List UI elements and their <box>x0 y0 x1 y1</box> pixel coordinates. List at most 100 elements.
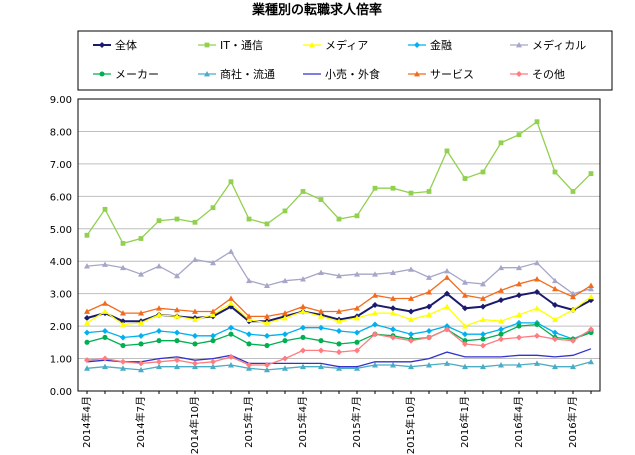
data-point <box>138 310 144 316</box>
data-point <box>84 329 90 336</box>
x-tick-label: 2016年1月 <box>458 396 471 448</box>
data-point <box>84 357 90 364</box>
data-point <box>84 308 90 314</box>
data-point <box>318 363 324 370</box>
data-point <box>462 323 468 329</box>
series-6 <box>84 358 594 373</box>
data-point <box>588 293 594 300</box>
data-point <box>534 332 540 339</box>
data-point <box>156 305 162 311</box>
data-point <box>309 42 315 48</box>
data-point <box>300 363 306 370</box>
data-point <box>318 269 324 275</box>
data-point <box>354 365 360 371</box>
data-point <box>102 363 108 370</box>
data-point <box>516 132 522 138</box>
data-point <box>498 264 504 271</box>
legend-item-5: メーカー <box>93 68 159 81</box>
data-point <box>354 339 360 345</box>
data-point <box>390 362 396 368</box>
data-point <box>282 208 288 214</box>
data-point <box>444 326 450 333</box>
data-point <box>390 295 396 301</box>
legend-label: IT・通信 <box>220 39 263 52</box>
data-point <box>372 310 378 316</box>
data-point <box>210 308 216 314</box>
data-point <box>84 263 90 269</box>
data-point <box>426 334 432 341</box>
data-point <box>480 331 486 338</box>
legend-item-2: メディア <box>303 38 368 52</box>
data-point <box>318 313 324 319</box>
data-point <box>210 205 216 211</box>
y-tick-label: 6.00 <box>50 192 72 203</box>
series-3 <box>84 319 594 343</box>
data-point <box>336 327 342 334</box>
data-point <box>228 324 234 331</box>
data-point <box>192 308 198 314</box>
data-point <box>174 306 180 313</box>
x-axis: 2014年4月 2014年7月 2014年10月 2015年1月 2015年4月 2015… <box>80 391 592 454</box>
data-point <box>516 280 522 287</box>
data-point <box>588 171 594 177</box>
data-point <box>138 271 144 277</box>
data-point <box>120 358 126 365</box>
data-point <box>138 366 144 373</box>
data-point <box>210 259 216 266</box>
data-point <box>336 272 342 279</box>
data-point <box>156 327 162 334</box>
data-point <box>300 276 306 282</box>
data-point <box>282 338 288 344</box>
data-point <box>462 292 468 298</box>
data-point <box>408 316 414 323</box>
data-point <box>210 332 216 339</box>
y-tick-label: 3.00 <box>50 290 72 301</box>
data-point <box>570 293 576 300</box>
gridlines <box>77 98 601 392</box>
data-point <box>426 189 432 194</box>
legend-item-0: 全体 <box>93 38 137 52</box>
data-point <box>516 323 522 329</box>
data-point <box>246 316 252 323</box>
legend-label: 金融 <box>430 38 452 52</box>
data-point <box>552 316 558 323</box>
data-point <box>372 331 378 338</box>
data-point <box>336 349 342 356</box>
data-point <box>444 267 450 274</box>
data-point <box>228 331 234 337</box>
data-point <box>408 337 414 344</box>
data-point <box>552 169 558 175</box>
y-tick-label: 1.00 <box>50 355 72 366</box>
y-axis: 0.00 1.00 2.00 3.00 4.00 5.00 6.00 7.00 8.00 9.00 <box>50 95 72 398</box>
data-point <box>120 343 126 349</box>
data-point <box>174 338 180 344</box>
data-point <box>480 280 486 287</box>
data-point <box>354 347 360 354</box>
x-tick-label: 2015年7月 <box>350 396 363 448</box>
legend-item-4: メディカル <box>510 38 586 52</box>
data-point <box>414 42 420 48</box>
x-tick-label: 2014年4月 <box>80 396 93 448</box>
data-point <box>120 321 126 327</box>
data-point <box>480 336 486 342</box>
legend-item-8: サービス <box>408 68 474 81</box>
data-point <box>228 295 234 301</box>
chart-title: 業種別の転職求人倍率 <box>251 2 382 18</box>
data-point <box>84 232 90 238</box>
data-point <box>264 319 270 326</box>
data-point <box>282 331 288 338</box>
data-point <box>354 305 360 311</box>
data-point <box>516 264 522 271</box>
data-point <box>282 365 288 371</box>
data-point <box>156 263 162 269</box>
data-point <box>336 308 342 314</box>
data-point <box>354 213 360 219</box>
data-point <box>408 308 414 315</box>
data-point <box>174 329 180 336</box>
data-point <box>390 310 396 316</box>
data-point <box>156 311 162 318</box>
data-point <box>462 338 468 344</box>
data-point <box>84 339 90 345</box>
y-tick-label: 4.00 <box>50 257 72 268</box>
